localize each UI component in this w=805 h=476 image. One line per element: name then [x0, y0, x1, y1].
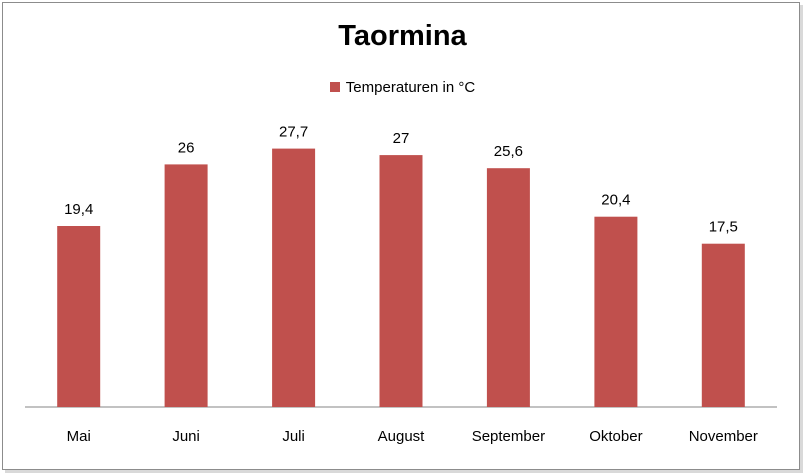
category-label-juli: Juli [282, 428, 305, 445]
category-label-oktober: Oktober [589, 428, 642, 445]
data-label-mai: 19,4 [64, 201, 93, 218]
category-label-mai: Mai [67, 428, 91, 445]
data-label-oktober: 20,4 [601, 192, 630, 209]
legend-label: Temperaturen in °C [345, 79, 476, 96]
bar-oktober [594, 216, 638, 407]
chart-title: Taormina [338, 20, 467, 52]
category-label-juni: Juni [172, 428, 200, 445]
category-label-august: August [378, 428, 426, 445]
legend-swatch [329, 82, 340, 92]
category-label-november: November [689, 428, 758, 445]
data-label-juli: 27,7 [279, 124, 308, 141]
data-label-juni: 26 [178, 139, 195, 156]
data-label-september: 25,6 [494, 143, 523, 160]
bar-juli [272, 148, 316, 407]
bar-november [701, 243, 745, 407]
bar-september [486, 168, 530, 407]
data-label-august: 27 [393, 130, 410, 147]
bar-juni [164, 164, 208, 407]
bar-mai [57, 226, 101, 407]
bar-august [379, 155, 423, 407]
data-label-november: 17,5 [709, 219, 738, 236]
chart-legend: Temperaturen in °C [0, 79, 805, 96]
category-label-september: September [472, 428, 545, 445]
